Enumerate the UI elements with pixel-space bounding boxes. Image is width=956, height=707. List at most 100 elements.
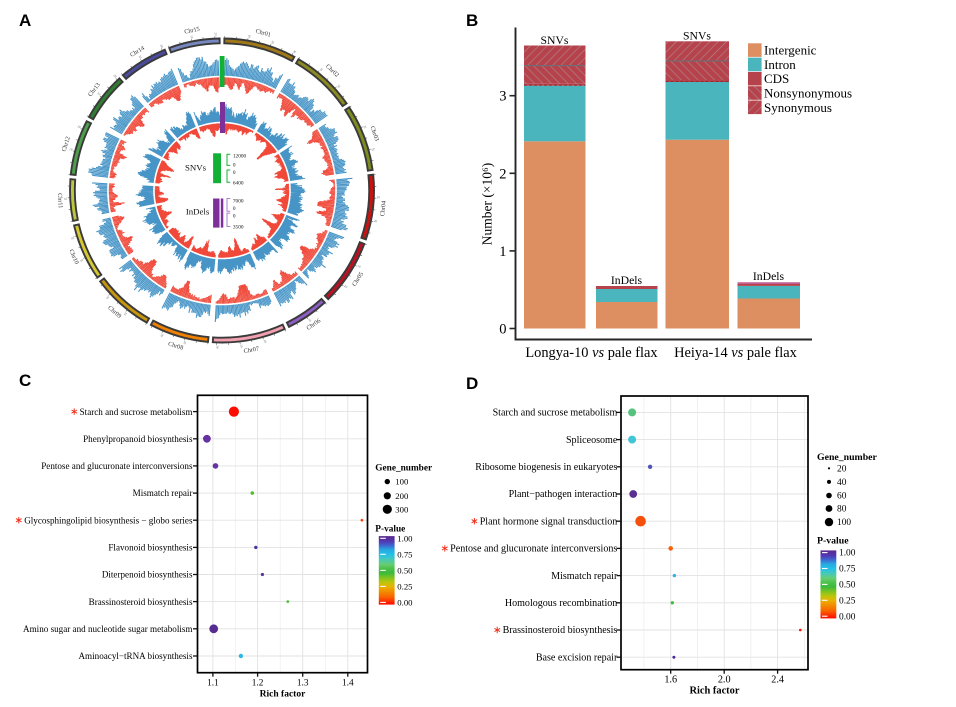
svg-text:InDels: InDels: [611, 274, 643, 287]
svg-text:30: 30: [292, 49, 297, 54]
svg-text:P-value: P-value: [817, 535, 849, 546]
svg-text:Glycosphingolipid biosynthesis: Glycosphingolipid biosynthesis − globo s…: [24, 515, 193, 525]
svg-text:0.00: 0.00: [839, 612, 856, 622]
svg-text:20: 20: [105, 295, 110, 300]
svg-text:0.25: 0.25: [839, 596, 856, 606]
svg-text:10: 10: [377, 195, 381, 199]
svg-text:Heiya-14 vs pale flax: Heiya-14 vs pale flax: [674, 345, 797, 361]
svg-text:A: A: [19, 11, 31, 30]
svg-text:10: 10: [319, 67, 324, 72]
svg-text:100: 100: [837, 518, 851, 528]
svg-text:12000: 12000: [233, 154, 247, 160]
svg-text:3: 3: [499, 89, 506, 105]
svg-text:Intron: Intron: [764, 57, 796, 72]
svg-text:P-value: P-value: [375, 524, 405, 534]
svg-text:30: 30: [215, 345, 219, 349]
svg-text:InDels: InDels: [753, 270, 785, 283]
svg-text:Amino sugar and nucleotide sug: Amino sugar and nucleotide sugar metabol…: [23, 624, 192, 634]
svg-text:10: 10: [138, 55, 143, 60]
svg-text:Base excision repair: Base excision repair: [536, 652, 618, 663]
svg-text:10: 10: [190, 35, 195, 39]
svg-text:Chr08: Chr08: [167, 341, 184, 352]
svg-text:200: 200: [395, 491, 409, 501]
svg-text:Chr01: Chr01: [255, 28, 272, 39]
svg-text:0: 0: [233, 170, 236, 176]
svg-text:300: 300: [395, 504, 409, 514]
svg-text:3500: 3500: [233, 225, 244, 231]
svg-text:10: 10: [96, 91, 101, 96]
svg-text:20: 20: [837, 464, 847, 474]
svg-text:40: 40: [837, 478, 847, 488]
svg-text:SNVs: SNVs: [541, 34, 569, 47]
svg-text:20: 20: [77, 124, 82, 129]
svg-text:Chr03: Chr03: [368, 125, 380, 142]
svg-text:20: 20: [374, 219, 378, 224]
svg-text:0.00: 0.00: [397, 598, 413, 608]
svg-text:2.4: 2.4: [771, 675, 784, 686]
svg-text:Rich factor: Rich factor: [260, 690, 306, 700]
svg-text:10: 10: [123, 311, 128, 316]
svg-text:Chr11: Chr11: [56, 193, 64, 209]
svg-text:Phenylpropanoid biosynthesis: Phenylpropanoid biosynthesis: [83, 434, 193, 444]
svg-text:20: 20: [159, 333, 164, 338]
svg-text:10: 10: [247, 34, 252, 38]
svg-text:Brassinosteroid biosynthesis: Brassinosteroid biosynthesis: [89, 597, 193, 607]
svg-text:Synonymous: Synonymous: [764, 100, 832, 115]
svg-text:0: 0: [499, 322, 506, 338]
svg-text:Flavonoid biosynthesis: Flavonoid biosynthesis: [108, 543, 193, 553]
svg-text:10: 10: [362, 124, 367, 129]
svg-text:Aminoacyl−tRNA biosynthesis: Aminoacyl−tRNA biosynthesis: [78, 651, 192, 661]
svg-text:2: 2: [499, 166, 506, 182]
svg-text:Mismatch repair: Mismatch repair: [551, 571, 618, 582]
svg-text:1.6: 1.6: [664, 675, 677, 686]
svg-text:10: 10: [307, 318, 312, 323]
svg-text:0: 0: [233, 206, 236, 212]
svg-text:0.50: 0.50: [839, 581, 856, 591]
svg-text:Starch and sucrose metabolism: Starch and sucrose metabolism: [80, 407, 193, 417]
svg-text:D: D: [466, 374, 478, 393]
svg-text:1.00: 1.00: [397, 533, 413, 543]
svg-text:Chr12: Chr12: [61, 136, 72, 153]
svg-text:0: 0: [233, 163, 236, 169]
svg-text:2.0: 2.0: [718, 675, 731, 686]
svg-text:InDels: InDels: [186, 206, 210, 216]
svg-text:Pentose and glucuronate interc: Pentose and glucuronate interconversions: [41, 461, 193, 471]
svg-text:20: 20: [371, 147, 376, 152]
svg-text:0.75: 0.75: [839, 565, 856, 575]
svg-text:Plant hormone signal transduct: Plant hormone signal transduction: [480, 516, 618, 527]
svg-text:Chr04: Chr04: [379, 201, 388, 217]
svg-text:20: 20: [336, 84, 341, 89]
svg-text:SNVs: SNVs: [185, 163, 207, 173]
svg-text:0.25: 0.25: [397, 582, 412, 592]
svg-text:10: 10: [182, 341, 187, 345]
svg-text:Homologous recombination: Homologous recombination: [505, 598, 617, 609]
svg-text:SNVs: SNVs: [683, 30, 711, 43]
svg-text:Longya-10 vs pale flax: Longya-10 vs pale flax: [525, 345, 658, 361]
svg-text:Rich factor: Rich factor: [690, 686, 740, 697]
svg-text:Gene_number: Gene_number: [375, 464, 432, 474]
svg-text:CDS: CDS: [764, 71, 789, 86]
svg-text:1.1: 1.1: [207, 679, 219, 689]
svg-text:Number (×10⁶): Number (×10⁶): [480, 163, 495, 245]
svg-text:Plant−pathogen interaction: Plant−pathogen interaction: [509, 489, 618, 500]
svg-text:1.4: 1.4: [342, 679, 354, 689]
svg-text:Ribosome biogenesis in eukaryo: Ribosome biogenesis in eukaryotes: [475, 462, 617, 473]
svg-text:0.50: 0.50: [397, 566, 413, 576]
svg-text:20: 20: [112, 74, 117, 79]
svg-text:C: C: [19, 371, 31, 390]
svg-text:60: 60: [837, 492, 847, 502]
svg-text:Brassinosteroid biosynthesis: Brassinosteroid biosynthesis: [503, 625, 618, 636]
svg-text:1.3: 1.3: [297, 679, 309, 689]
svg-text:Starch and sucrose metabolism: Starch and sucrose metabolism: [493, 408, 618, 419]
svg-text:Spliceosome: Spliceosome: [566, 435, 618, 446]
svg-text:7000: 7000: [233, 199, 244, 205]
svg-text:0.75: 0.75: [397, 549, 412, 559]
svg-text:Pentose and glucuronate interc: Pentose and glucuronate interconversions: [450, 544, 617, 555]
svg-text:Diterpenoid biosynthesis: Diterpenoid biosynthesis: [102, 570, 193, 580]
svg-text:B: B: [466, 11, 478, 30]
svg-text:Chr15: Chr15: [184, 26, 201, 36]
svg-text:Mismatch repair: Mismatch repair: [133, 488, 193, 498]
svg-text:6400: 6400: [233, 181, 244, 187]
svg-text:Gene_number: Gene_number: [817, 452, 878, 463]
svg-text:20: 20: [270, 40, 275, 45]
